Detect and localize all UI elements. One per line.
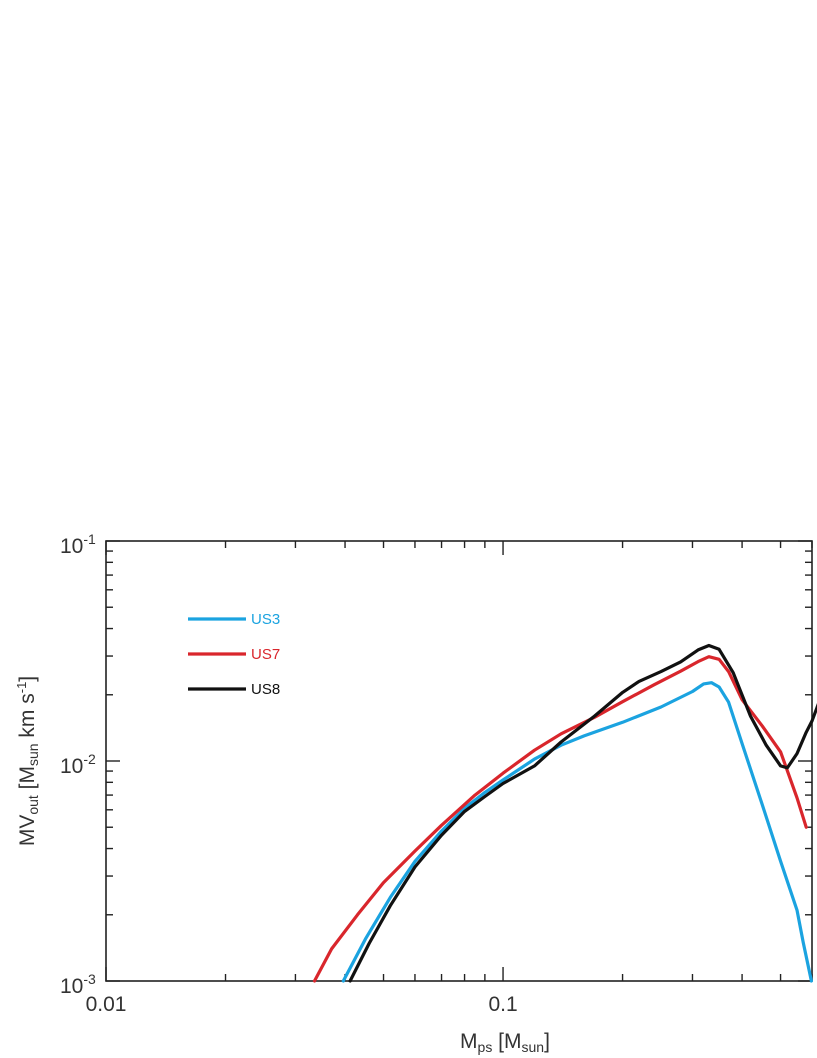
legend-label-us3: US3: [251, 611, 280, 628]
plot-frame: [105, 540, 813, 982]
legend: US3 US7 US8: [188, 611, 280, 698]
series-line-us7: [312, 655, 808, 983]
axis-ticks: [105, 540, 813, 982]
y-tick-label: 10-3: [60, 971, 96, 998]
y-axis-label: MVout [Msun km s-1]: [14, 676, 41, 846]
tick-labels: 0.01 0.1 10-1 10-2 10-3: [60, 531, 518, 1016]
x-tick-label: 0.01: [86, 993, 127, 1016]
series-line-us8: [348, 643, 817, 983]
x-axis-label: Mps [Msun]: [460, 1030, 550, 1055]
legend-label-us8: US8: [251, 681, 280, 698]
series-line-us3: [341, 681, 813, 983]
legend-label-us7: US7: [251, 646, 280, 663]
series-lines: [312, 643, 817, 983]
x-tick-label: 0.1: [488, 993, 517, 1016]
y-tick-label: 10-2: [60, 751, 96, 778]
y-tick-label: 10-1: [60, 531, 96, 558]
